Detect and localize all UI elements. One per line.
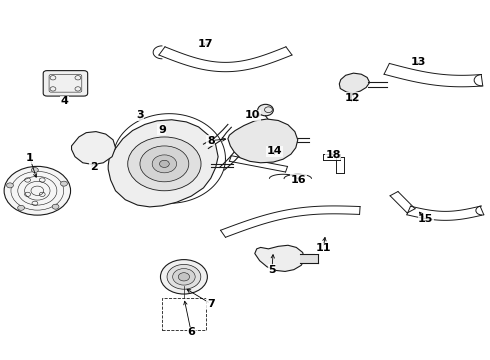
Circle shape [250, 132, 274, 150]
Text: 17: 17 [198, 39, 214, 49]
Circle shape [242, 126, 283, 156]
Text: 13: 13 [411, 57, 426, 67]
Circle shape [104, 138, 110, 142]
Circle shape [77, 138, 83, 142]
Text: 2: 2 [90, 162, 98, 172]
Text: 8: 8 [207, 136, 215, 145]
Circle shape [178, 273, 190, 281]
Text: 15: 15 [418, 215, 434, 224]
Circle shape [4, 166, 71, 215]
Polygon shape [339, 73, 369, 93]
Text: 16: 16 [291, 175, 307, 185]
Circle shape [61, 181, 68, 186]
FancyBboxPatch shape [43, 71, 88, 96]
Text: 18: 18 [325, 150, 341, 160]
Circle shape [128, 137, 201, 191]
Circle shape [172, 269, 195, 285]
Text: 6: 6 [187, 327, 195, 337]
Circle shape [18, 205, 24, 210]
Circle shape [52, 204, 59, 209]
Circle shape [140, 146, 189, 182]
Polygon shape [255, 245, 305, 271]
Circle shape [167, 265, 201, 289]
Circle shape [77, 155, 83, 159]
Bar [162, 298, 206, 330]
Text: 12: 12 [345, 93, 360, 103]
Text: 1: 1 [26, 153, 34, 163]
Circle shape [152, 155, 176, 173]
Circle shape [258, 104, 273, 116]
Text: 9: 9 [158, 125, 166, 135]
Text: 3: 3 [136, 111, 144, 121]
Circle shape [159, 160, 169, 167]
Polygon shape [72, 132, 116, 165]
Text: 7: 7 [207, 299, 215, 309]
Circle shape [160, 260, 207, 294]
Text: 14: 14 [267, 146, 282, 156]
Circle shape [6, 183, 13, 188]
Polygon shape [108, 120, 218, 207]
Text: 4: 4 [60, 96, 68, 106]
Polygon shape [228, 119, 298, 163]
Text: 10: 10 [245, 111, 260, 121]
Text: 11: 11 [316, 243, 331, 253]
Circle shape [31, 167, 38, 172]
Circle shape [104, 155, 110, 159]
Text: 5: 5 [268, 265, 276, 275]
